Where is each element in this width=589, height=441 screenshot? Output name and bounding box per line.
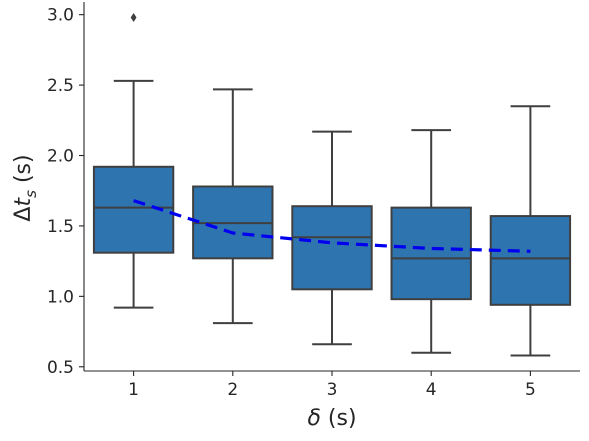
box-iqr bbox=[390, 206, 472, 301]
x-tick-label: 5 bbox=[525, 380, 536, 400]
y-tick-label: 2.0 bbox=[47, 147, 74, 167]
y-tick-label: 3.0 bbox=[47, 6, 74, 26]
box-group-2 bbox=[192, 88, 274, 325]
boxes-layer bbox=[92, 12, 572, 357]
box-group-5 bbox=[489, 105, 572, 357]
x-tick-label: 1 bbox=[128, 380, 139, 400]
y-tick-label: 1.0 bbox=[47, 287, 74, 307]
y-tick-label: 0.5 bbox=[47, 358, 74, 378]
y-axis-label: Δts (s) bbox=[11, 154, 40, 221]
x-tick-label: 4 bbox=[426, 380, 437, 400]
y-tick-label: 1.5 bbox=[47, 217, 74, 237]
box-iqr bbox=[291, 205, 373, 291]
box-iqr bbox=[489, 215, 572, 306]
x-tick-label: 2 bbox=[227, 380, 238, 400]
box-group-4 bbox=[390, 129, 472, 354]
box-group-3 bbox=[291, 130, 373, 346]
outlier-point bbox=[130, 12, 137, 22]
box-group-1 bbox=[92, 12, 175, 309]
axes-layer: 0.5 1.0 1.5 2.0 2.5 3.0 1 2 3 4 5 bbox=[47, 2, 580, 400]
x-tick-label: 3 bbox=[327, 380, 338, 400]
x-axis-label: δ (s) bbox=[307, 406, 356, 431]
y-tick-label: 2.5 bbox=[47, 76, 74, 96]
